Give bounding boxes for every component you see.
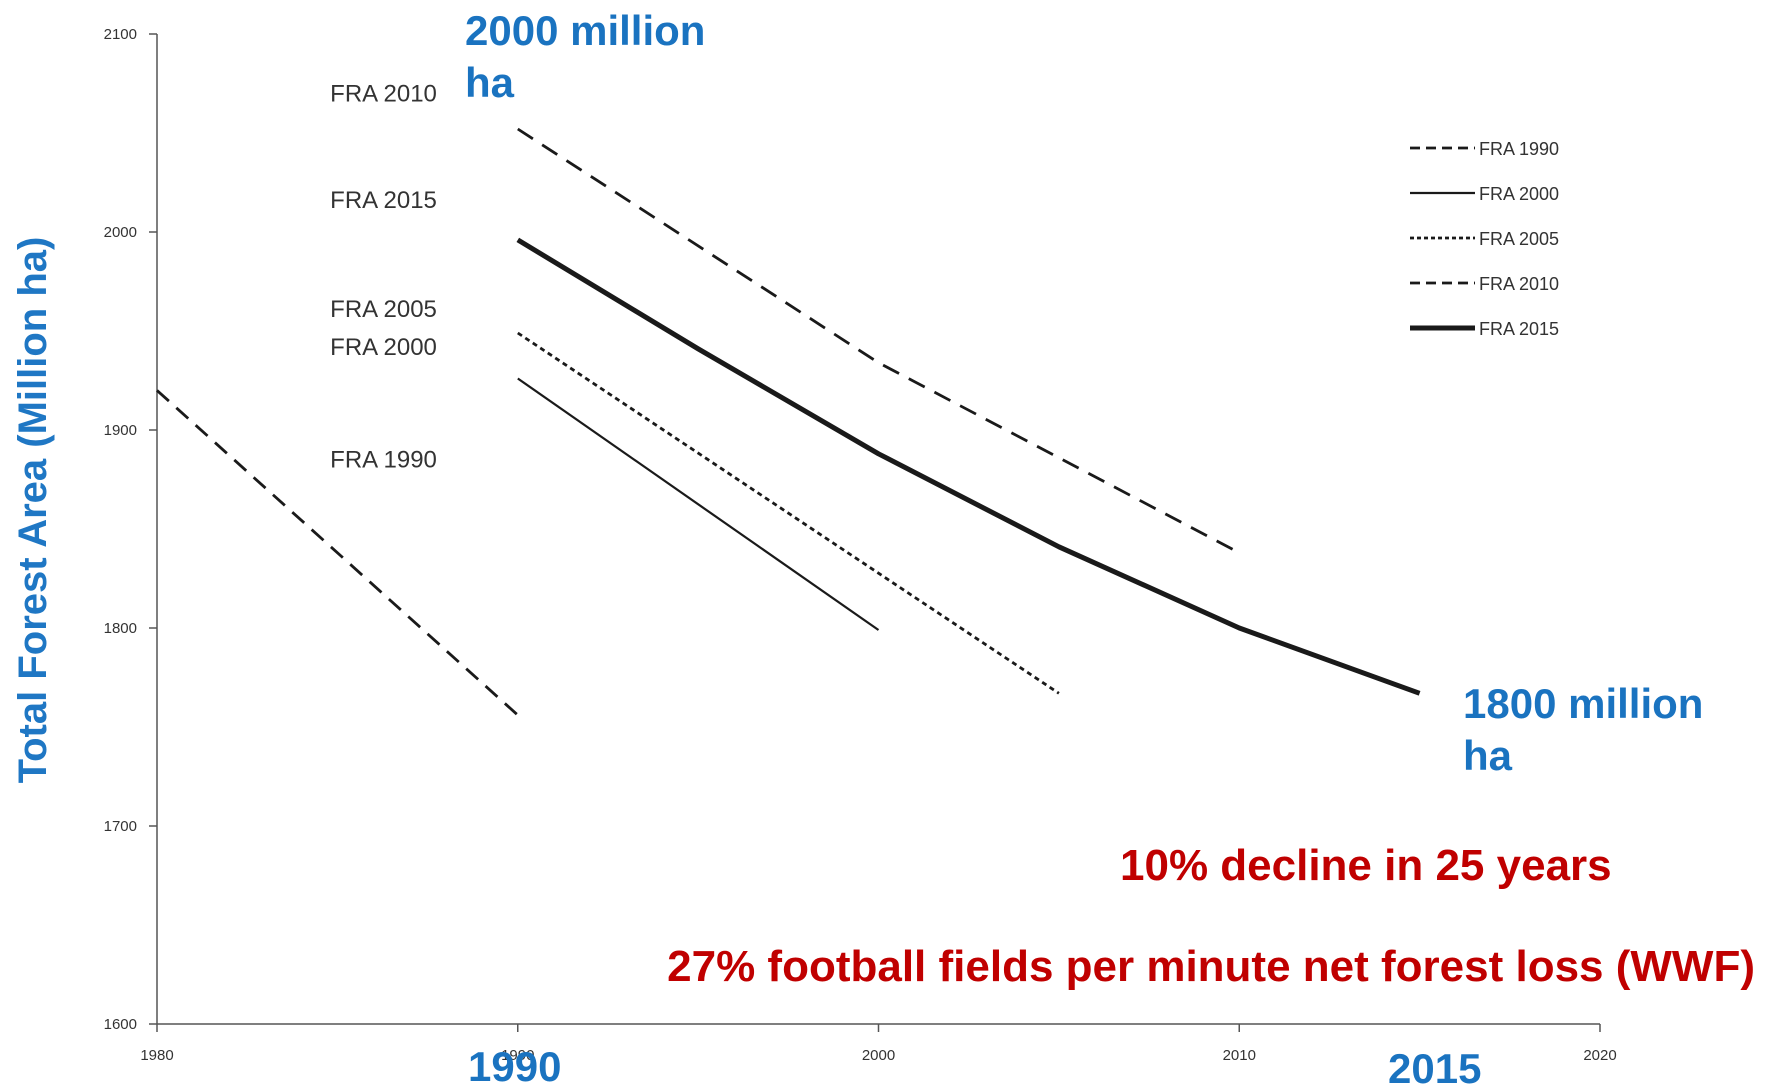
x-tick-label: 2020 [1583, 1047, 1616, 1064]
legend-label-fra-1990: FRA 1990 [1479, 139, 1559, 159]
legend: FRA 1990 FRA 2000 FRA 2005 FRA 2010 FRA 2015 [1410, 139, 1559, 339]
x-tick-label: 2010 [1223, 1047, 1256, 1064]
y-tick-label: 2000 [104, 224, 137, 241]
inline-label-fra-2005: FRA 2005 [330, 296, 437, 323]
start-year-annotation: 1990 [468, 1043, 561, 1089]
y-tick-label: 1800 [104, 620, 137, 637]
inline-label-fra-2015: FRA 2015 [330, 187, 437, 214]
loss-annotation: 27% football fields per minute net fores… [667, 942, 1755, 991]
y-tick-label: 1900 [104, 422, 137, 439]
series-line-fra-1990 [156, 389, 519, 717]
legend-label-fra-2015: FRA 2015 [1479, 319, 1559, 339]
legend-label-fra-2005: FRA 2005 [1479, 229, 1559, 249]
legend-label-fra-2000: FRA 2000 [1479, 184, 1559, 204]
axes: 1600 1700 1800 1900 2000 2100 1980 1990 2000 2010… [104, 26, 1617, 1064]
series-line-fra-2005 [517, 331, 1060, 695]
x-tick-label: 1990 [501, 1047, 534, 1064]
y-tick-label: 1700 [104, 818, 137, 835]
series-line-fra-2015 [516, 237, 1421, 696]
decline-annotation: 10% decline in 25 years [1120, 841, 1612, 890]
legend-label-fra-2010: FRA 2010 [1479, 274, 1559, 294]
inline-labels: FRA 2010 FRA 2015 FRA 2005 FRA 2000 FRA 1990 [330, 80, 437, 473]
x-tick-label: 2000 [862, 1047, 895, 1064]
y-tick-label: 1600 [104, 1016, 137, 1033]
top-value-annotation: 2000 million ha [465, 7, 717, 106]
inline-label-fra-1990: FRA 1990 [330, 447, 437, 474]
y-axis-label: Total Forest Area (Million ha) [11, 237, 55, 784]
x-tick-label: 1980 [140, 1047, 173, 1064]
end-year-annotation: 2015 [1388, 1045, 1481, 1089]
inline-label-fra-2010: FRA 2010 [330, 80, 437, 107]
y-tick-label: 2100 [104, 26, 137, 43]
inline-label-fra-2000: FRA 2000 [330, 334, 437, 361]
series-layer [156, 127, 1421, 717]
end-value-annotation: 1800 million ha [1463, 680, 1715, 779]
series-line-fra-2000 [517, 377, 880, 631]
series-line-fra-2010 [517, 127, 1240, 555]
